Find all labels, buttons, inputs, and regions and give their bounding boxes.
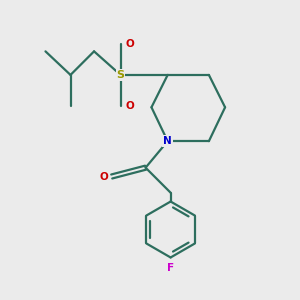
Text: O: O	[125, 39, 134, 49]
Text: O: O	[125, 101, 134, 111]
Text: O: O	[99, 172, 108, 182]
Text: F: F	[167, 263, 174, 273]
Text: N: N	[163, 136, 172, 146]
Text: S: S	[117, 70, 124, 80]
